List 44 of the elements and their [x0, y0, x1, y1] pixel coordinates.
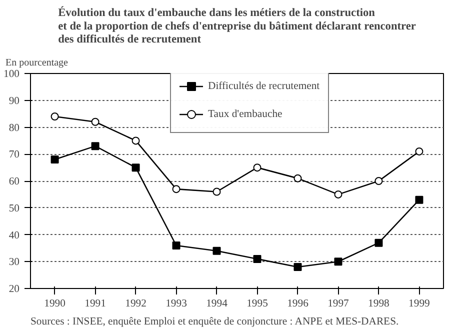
legend-label: Difficultés de recrutement: [208, 80, 320, 92]
point: [172, 185, 180, 194]
point: [374, 177, 383, 185]
y-tick-label: 60: [8, 176, 20, 188]
y-tick-label: 30: [8, 257, 20, 268]
x-tick-label: 1992: [125, 298, 146, 310]
y-tick-label: 90: [8, 96, 20, 107]
x-tick-label: 1991: [84, 298, 106, 310]
y-tick-label: 50: [8, 203, 20, 214]
y-tick-label: 100: [4, 69, 20, 80]
y-tick-label: 20: [8, 284, 20, 295]
point: [334, 190, 342, 198]
point: [415, 196, 424, 204]
point: [172, 242, 180, 250]
x-tick-label: 1999: [408, 298, 430, 310]
point: [50, 112, 59, 120]
x-tick-label: 1997: [328, 298, 350, 310]
y-tick-label: 70: [8, 150, 20, 161]
point: [253, 164, 262, 172]
x-tick-label: 1990: [44, 298, 66, 310]
point: [294, 174, 302, 182]
point: [374, 238, 383, 247]
point: [132, 164, 140, 172]
point: [91, 118, 100, 126]
y-tick-label: 80: [8, 122, 20, 134]
legend-label: Taux d'embauche: [208, 108, 282, 120]
y-axis-title: En pourcentage: [6, 58, 69, 68]
point: [50, 156, 59, 164]
point: [212, 188, 221, 196]
x-tick-label: 1998: [368, 298, 390, 310]
x-tick-label: 1995: [246, 298, 268, 310]
point: [415, 147, 424, 156]
point: [132, 136, 140, 145]
point: [294, 263, 302, 271]
chart-title: Évolution du taux d'embauche dans les métiers de la construction et de la proportion de chefs d'entreprise du bâtiment déclarant rencontrer des difficultés de recrutement: [58, 6, 416, 46]
point: [253, 254, 262, 263]
x-tick-label: 1994: [206, 298, 228, 310]
point: [91, 142, 100, 150]
point: [212, 246, 221, 255]
point: [334, 258, 342, 266]
x-tick-label: 1993: [166, 298, 187, 310]
source-note: Sources : INSEE, enquête Emploi et enquête de conjoncture : ANPE et MES-DARES.: [30, 316, 399, 328]
x-tick-label: 1996: [287, 298, 310, 310]
y-tick-label: 40: [8, 230, 20, 242]
